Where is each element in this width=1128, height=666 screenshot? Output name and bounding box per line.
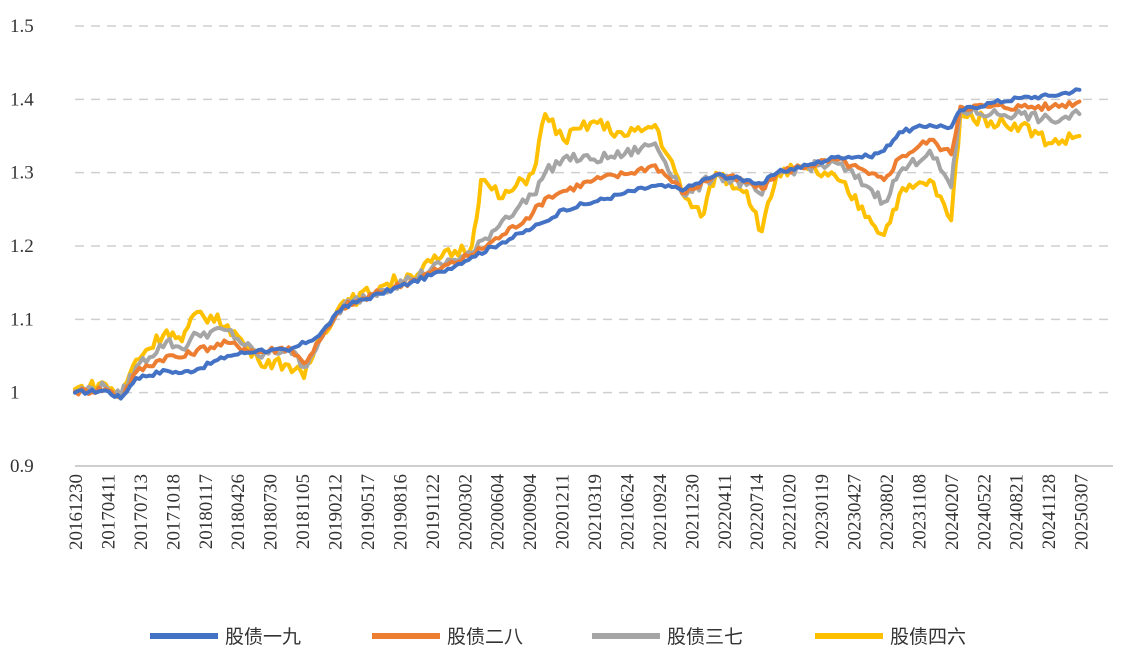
x-tick-label: 20200904 bbox=[520, 474, 541, 551]
y-tick-label: 1.3 bbox=[10, 163, 34, 184]
series-line-1 bbox=[73, 87, 1082, 401]
x-tick-label: 20200604 bbox=[488, 474, 509, 551]
x-tick-label: 20181105 bbox=[293, 474, 314, 549]
x-tick-label: 20240821 bbox=[1007, 474, 1028, 550]
legend-label: 股债四六 bbox=[890, 626, 966, 648]
x-tick-label: 20241128 bbox=[1039, 474, 1060, 549]
y-tick-label: 1.2 bbox=[10, 236, 34, 257]
x-tick-label: 20170411 bbox=[98, 474, 119, 549]
y-tick-label: 1.5 bbox=[10, 16, 34, 37]
x-tick-label: 20161230 bbox=[66, 474, 87, 550]
x-tick-label: 20231108 bbox=[909, 474, 930, 549]
x-tick-label: 20221020 bbox=[780, 474, 801, 550]
series-line-4 bbox=[73, 110, 1082, 399]
x-tick-label: 20201211 bbox=[553, 474, 574, 549]
series-line-3 bbox=[73, 105, 1082, 399]
y-tick-label: 1.1 bbox=[10, 309, 34, 330]
x-tick-label: 20211230 bbox=[682, 474, 703, 549]
legend: 股债一九 股债二八 股债三七 股债四六 bbox=[150, 626, 966, 648]
x-tick-label: 20210319 bbox=[585, 474, 606, 550]
x-tick-label: 20171018 bbox=[163, 474, 184, 550]
y-tick-label: 1.4 bbox=[10, 89, 34, 110]
x-tick-label: 20180117 bbox=[196, 474, 217, 549]
x-tick-label: 20190517 bbox=[358, 474, 379, 550]
y-tick-label: 0.9 bbox=[10, 456, 34, 477]
legend-label: 股债二八 bbox=[447, 626, 523, 648]
x-tick-label: 20191122 bbox=[423, 474, 444, 549]
x-tick-label: 20250307 bbox=[1072, 474, 1093, 550]
x-tick-label: 20210624 bbox=[617, 474, 638, 551]
legend-label: 股债一九 bbox=[225, 626, 301, 648]
x-tick-label: 20220411 bbox=[715, 474, 736, 549]
x-tick-label: 20230427 bbox=[845, 474, 866, 550]
x-tick-label: 20190212 bbox=[326, 474, 347, 550]
x-tick-label: 20210924 bbox=[650, 474, 671, 551]
grid-lines bbox=[75, 25, 1113, 467]
x-tick-label: 20220714 bbox=[747, 474, 768, 551]
x-tick-label: 20200302 bbox=[455, 474, 476, 550]
y-tick-label: 1 bbox=[10, 383, 20, 404]
x-tick-label: 20190816 bbox=[390, 474, 411, 550]
series-lines bbox=[73, 87, 1082, 401]
x-tick-label: 20230119 bbox=[812, 474, 833, 549]
x-tick-label: 20180730 bbox=[261, 474, 282, 550]
x-axis-ticks: 20161230 20170411 20170713 20171018 20180117… bbox=[66, 474, 1093, 551]
x-tick-label: 20180426 bbox=[228, 474, 249, 550]
x-tick-label: 20240207 bbox=[942, 474, 963, 550]
x-tick-label: 20230802 bbox=[877, 474, 898, 550]
legend-label: 股债三七 bbox=[667, 626, 743, 648]
y-axis-ticks: 0.9 1 1.1 1.2 1.3 1.4 1.5 bbox=[10, 16, 34, 477]
series-line-2 bbox=[73, 99, 1082, 400]
x-tick-label: 20170713 bbox=[131, 474, 152, 550]
x-tick-label: 20240522 bbox=[974, 474, 995, 550]
